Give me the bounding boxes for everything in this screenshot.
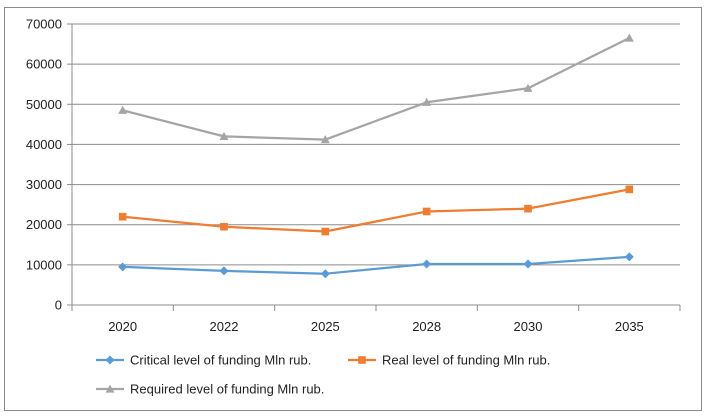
y-axis-ticks: 0 10000 20000 30000 40000 50000 60000 70000 [26,17,62,313]
legend-item-2: Required level of funding Mln rub. [96,382,324,397]
x-tick-label: 2030 [514,319,543,334]
data-point [625,185,634,194]
axes [67,23,681,311]
data-point [524,204,532,213]
legend-marker [358,356,366,364]
data-point [523,259,533,269]
x-tick-label: 2020 [108,319,137,334]
legend-label: Real level of funding Mln rub. [382,353,550,368]
data-point [320,269,330,279]
data-point [624,33,634,42]
data-point [118,262,128,272]
data-point [118,105,128,114]
series-1 [118,185,634,236]
chart-frame [4,7,702,411]
series-line [122,255,630,275]
y-tick-label: 0 [55,298,62,313]
data-point [624,252,634,262]
data-point [219,131,229,140]
legend-label: Required level of funding Mln rub. [130,382,324,397]
data-point [422,207,431,216]
data-point [523,83,533,92]
data-point [422,259,432,269]
y-tick-label: 60000 [26,57,62,72]
data-point [220,222,228,231]
legend-item-0: Critical level of funding Mln rub. [96,353,311,368]
x-tick-label: 2022 [210,319,239,334]
data-point [118,212,127,221]
data-point [320,135,330,144]
data-point [422,97,432,106]
series-line [122,37,630,141]
legend-marker [105,355,115,365]
series-group [118,33,634,279]
y-tick-label: 10000 [26,257,62,272]
y-tick-label: 20000 [26,217,62,232]
y-tick-label: 40000 [26,137,62,152]
legend-label: Critical level of funding Mln rub. [130,353,311,368]
series-0 [118,252,634,279]
legend-marker [105,384,115,393]
x-tick-label: 2035 [615,319,644,334]
y-tick-label: 70000 [26,17,62,32]
x-tick-label: 2025 [311,319,340,334]
series-2 [118,33,634,144]
x-tick-label: 2028 [412,319,441,334]
data-point [219,266,229,276]
x-axis-ticks: 2020 2022 2025 2028 2030 2035 [108,319,644,334]
legend: Critical level of funding Mln rub. Real l… [96,353,550,397]
y-tick-label: 30000 [26,177,62,192]
gridlines [72,23,680,266]
legend-item-1: Real level of funding Mln rub. [348,353,550,368]
y-tick-label: 50000 [26,97,62,112]
data-point [321,227,330,236]
series-line [122,188,630,233]
